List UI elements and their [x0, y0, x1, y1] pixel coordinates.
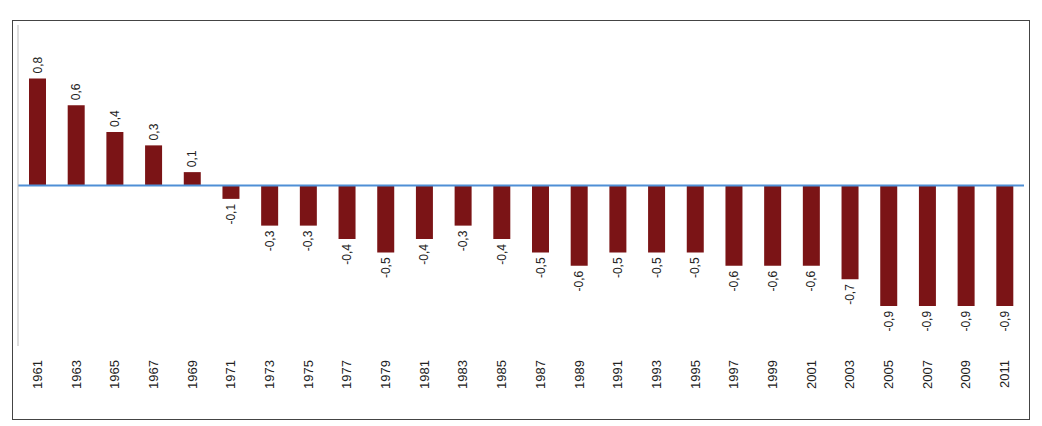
svg-text:1965: 1965: [107, 360, 122, 389]
svg-text:1985: 1985: [494, 360, 509, 389]
svg-text:1989: 1989: [572, 360, 587, 389]
svg-text:1981: 1981: [417, 360, 432, 389]
svg-text:1961: 1961: [30, 360, 45, 389]
svg-text:1999: 1999: [765, 360, 780, 389]
svg-text:1983: 1983: [455, 360, 470, 389]
svg-text:1987: 1987: [533, 360, 548, 389]
svg-text:-0,7: -0,7: [843, 284, 857, 305]
svg-text:-0,5: -0,5: [534, 257, 548, 278]
svg-text:0,6: 0,6: [69, 83, 83, 100]
svg-text:2007: 2007: [920, 360, 935, 389]
svg-text:1993: 1993: [649, 360, 664, 389]
svg-text:-0,5: -0,5: [611, 257, 625, 278]
svg-text:-0,6: -0,6: [766, 270, 780, 291]
svg-text:-0,5: -0,5: [688, 257, 702, 278]
svg-text:-0,1: -0,1: [224, 204, 238, 225]
svg-text:1973: 1973: [262, 360, 277, 389]
svg-text:2005: 2005: [881, 360, 896, 389]
svg-text:-0,6: -0,6: [727, 270, 741, 291]
svg-text:0,1: 0,1: [185, 150, 199, 167]
svg-text:-0,4: -0,4: [417, 244, 431, 265]
svg-text:1971: 1971: [223, 360, 238, 389]
svg-text:1991: 1991: [610, 360, 625, 389]
svg-text:-0,5: -0,5: [650, 257, 664, 278]
svg-text:1975: 1975: [301, 360, 316, 389]
svg-text:-0,4: -0,4: [495, 244, 509, 265]
svg-text:-0,5: -0,5: [379, 257, 393, 278]
svg-text:-0,3: -0,3: [456, 230, 470, 251]
svg-text:1977: 1977: [339, 360, 354, 389]
svg-text:-0,9: -0,9: [882, 311, 896, 332]
svg-text:2011: 2011: [997, 360, 1012, 388]
svg-text:1969: 1969: [185, 360, 200, 389]
svg-text:2003: 2003: [842, 360, 857, 389]
svg-text:-0,9: -0,9: [959, 311, 973, 332]
svg-text:-0,3: -0,3: [263, 230, 277, 251]
svg-text:-0,4: -0,4: [340, 244, 354, 265]
svg-text:2009: 2009: [958, 360, 973, 389]
svg-text:1963: 1963: [69, 360, 84, 389]
svg-text:1995: 1995: [688, 360, 703, 389]
svg-text:0,4: 0,4: [108, 110, 122, 127]
svg-text:2001: 2001: [804, 360, 819, 389]
svg-text:-0,6: -0,6: [572, 270, 586, 291]
svg-text:1979: 1979: [378, 360, 393, 389]
svg-text:-0,6: -0,6: [804, 270, 818, 291]
svg-text:1997: 1997: [726, 360, 741, 389]
svg-text:0,3: 0,3: [147, 123, 161, 140]
svg-text:-0,9: -0,9: [998, 311, 1012, 332]
svg-text:-0,3: -0,3: [301, 230, 315, 251]
svg-text:1967: 1967: [146, 360, 161, 389]
svg-text:-0,9: -0,9: [920, 311, 934, 332]
svg-text:0,8: 0,8: [31, 56, 45, 73]
